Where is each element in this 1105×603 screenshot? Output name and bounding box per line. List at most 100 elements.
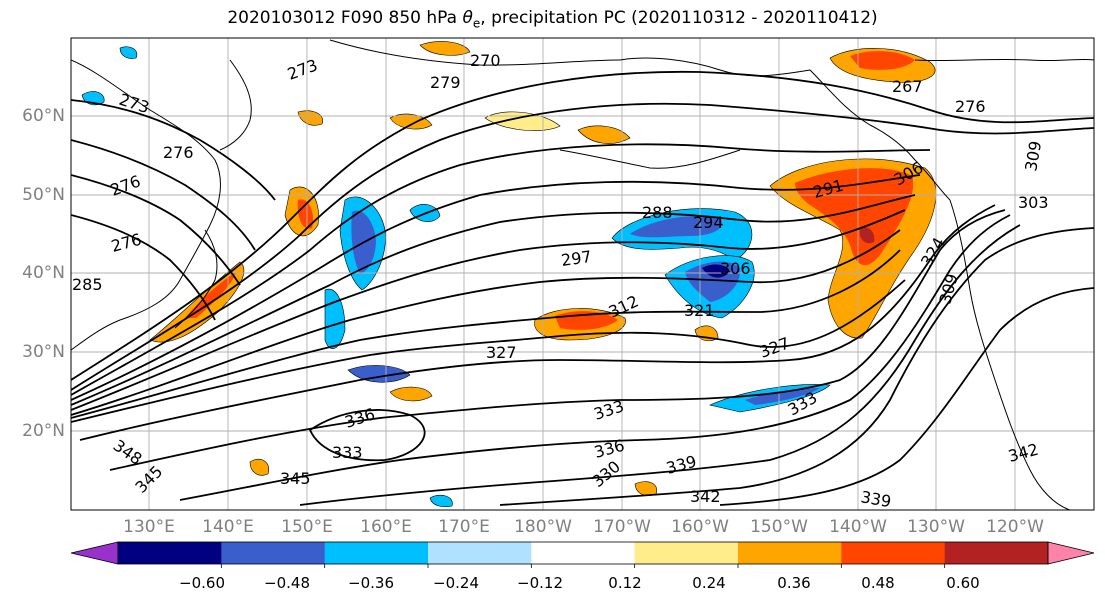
lat-tick-label: 60°N xyxy=(22,106,65,126)
lon-tick-label: 170°E xyxy=(438,517,490,537)
contour-label: 333 xyxy=(332,443,363,462)
lon-tick-label: 140°W xyxy=(829,517,887,537)
colorbar-tick-label: 0.24 xyxy=(692,574,726,592)
title-suffix: , precipitation PC (2020110312 - 2020110… xyxy=(480,8,878,28)
shade-pos-patch-4 xyxy=(389,113,433,130)
shade-neg-north-inner xyxy=(630,215,723,238)
contour-6 xyxy=(71,209,906,411)
colorbar-tick-label: 0.36 xyxy=(777,574,811,592)
colorbar-bin xyxy=(634,542,739,564)
contour-label: 303 xyxy=(1018,193,1049,212)
contour-nw-c xyxy=(71,214,216,321)
shade-pos-patch-1 xyxy=(419,41,471,56)
coast-aleutians xyxy=(559,149,741,169)
shade-neg-south-core xyxy=(702,264,730,278)
lon-tick-label: 160°W xyxy=(671,517,729,537)
shade-neg-patch-4 xyxy=(119,46,138,59)
lat-tick-label: 20°N xyxy=(22,421,65,441)
contour-nw-d xyxy=(71,99,276,201)
contour-label: 285 xyxy=(72,275,103,294)
shade-neg-east-stripe-inner xyxy=(745,388,820,405)
shade-pos-patch-7 xyxy=(249,458,270,476)
lat-tick-label: 40°N xyxy=(22,263,65,283)
shade-japan-pos-inner xyxy=(185,272,236,318)
contour-11 xyxy=(109,209,1006,471)
lon-tick-label: 150°E xyxy=(281,517,333,537)
shade-japan-pos-outer xyxy=(149,261,245,343)
contour-nw-a xyxy=(71,139,256,251)
lon-tick-label: 150°W xyxy=(750,517,808,537)
contour-2 xyxy=(71,102,1094,391)
figure-title: 2020103012 F090 850 hPa θe, precipitatio… xyxy=(0,8,1105,30)
colorbar-tick-label: −0.24 xyxy=(433,574,479,592)
contour-label: 342 xyxy=(690,487,721,506)
contour-label: 294 xyxy=(693,213,724,232)
coast-north-america xyxy=(949,199,1071,510)
contour-12 xyxy=(179,214,1011,501)
colorbar-tick-label: −0.48 xyxy=(264,574,310,592)
lat-tick-label: 30°N xyxy=(22,342,65,362)
coast-kamchatka xyxy=(219,59,252,151)
contour-label: 267 xyxy=(892,77,923,96)
theta-symbol: θ xyxy=(462,8,473,28)
colorbar-bin xyxy=(428,542,532,564)
shade-gulf-alaska-core xyxy=(859,226,875,244)
contour-label: 276 xyxy=(955,97,986,116)
contour-south-loop xyxy=(308,409,426,462)
colorbar-extend-low xyxy=(70,541,119,565)
contour-14 xyxy=(499,227,1094,506)
theta-e-contours xyxy=(71,70,1094,506)
contour-7 xyxy=(71,229,901,416)
colorbar-extend-high xyxy=(1047,541,1095,565)
shade-kuril-pos-inner xyxy=(297,199,314,229)
colorbar-bin xyxy=(324,542,429,564)
shade-pos-patch-9 xyxy=(297,110,323,126)
contour-10 xyxy=(79,204,996,441)
colorbar-tick-label: −0.36 xyxy=(348,574,394,592)
contour-15 xyxy=(719,287,1094,506)
shade-pos-patch-2 xyxy=(484,111,561,131)
coast-canada xyxy=(914,58,1094,62)
contour-label: 270 xyxy=(470,51,501,70)
colorbar-bin xyxy=(944,542,1049,564)
shade-neg-patch-3 xyxy=(429,494,453,508)
coast-arctic xyxy=(329,39,621,66)
contour-4 xyxy=(71,174,921,401)
lat-tick-label: 50°N xyxy=(22,185,65,205)
colorbar-tick-label: 0.60 xyxy=(946,574,980,592)
lon-tick-label: 120°W xyxy=(986,517,1044,537)
contour-5 xyxy=(71,194,916,406)
colorbar-bin xyxy=(841,542,946,564)
contour-8 xyxy=(71,249,901,419)
contour-label: 306 xyxy=(720,259,751,278)
contour-nw-b xyxy=(71,174,241,286)
title-prefix: 2020103012 F090 850 hPa xyxy=(227,8,463,28)
contour-label: 279 xyxy=(430,73,461,92)
coast-asia-east xyxy=(71,59,221,351)
lon-tick-label: 170°W xyxy=(593,517,651,537)
lon-tick-label: 130°W xyxy=(907,517,965,537)
colorbar xyxy=(70,541,1095,568)
contour-label: 345 xyxy=(280,469,311,488)
map-frame xyxy=(70,37,1095,511)
colorbar-bin xyxy=(531,542,636,564)
contour-label: 276 xyxy=(163,143,194,162)
contour-label: 327 xyxy=(486,343,517,362)
contour-label: 297 xyxy=(560,247,593,270)
colorbar-bin xyxy=(221,542,326,564)
contour-3 xyxy=(71,143,931,396)
colorbar-frame xyxy=(117,541,1049,565)
contour-9 xyxy=(71,279,906,423)
coastlines xyxy=(71,39,1094,510)
colorbar-bin xyxy=(738,542,842,564)
lon-tick-label: 160°E xyxy=(360,517,412,537)
colorbar-tick-label: 0.12 xyxy=(608,574,642,592)
lon-tick-label: 130°E xyxy=(123,517,175,537)
shade-pos-patch-5 xyxy=(389,386,433,402)
graticule xyxy=(71,38,1094,510)
contour-13 xyxy=(299,224,1021,506)
colorbar-bin xyxy=(118,542,222,564)
theta-subscript: e xyxy=(472,16,481,31)
lon-tick-label: 180°W xyxy=(514,517,572,537)
